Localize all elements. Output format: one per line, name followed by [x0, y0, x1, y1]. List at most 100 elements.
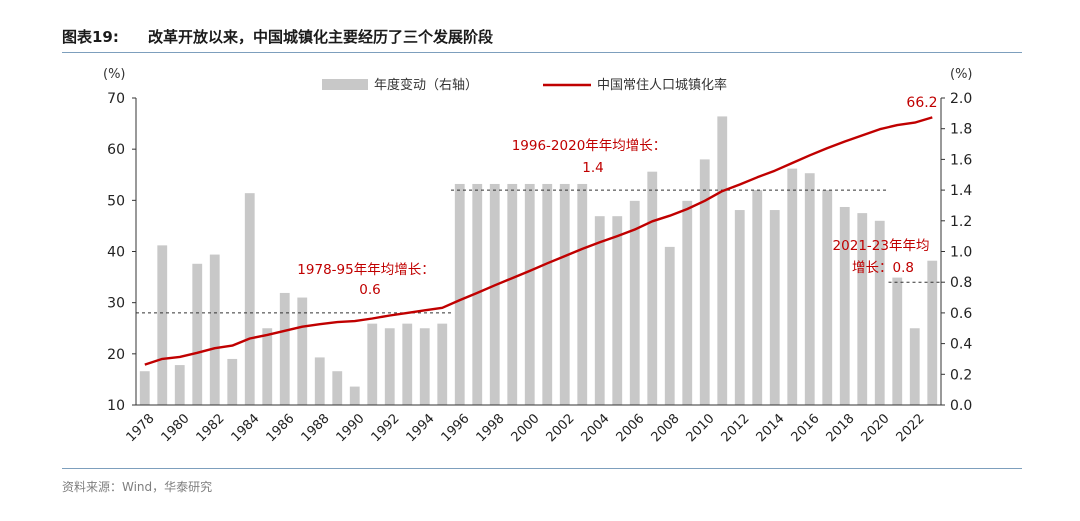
bar-2009 — [682, 200, 693, 405]
x-tick-label: 1996 — [439, 411, 473, 445]
x-tick-label: 1988 — [299, 411, 333, 445]
bar-series — [139, 116, 938, 406]
x-tick-label: 2008 — [649, 411, 683, 445]
bar-2003 — [577, 183, 588, 405]
left-axis-unit: (%) — [103, 67, 126, 82]
bar-1990 — [349, 386, 360, 405]
left-tick-label: 40 — [107, 245, 125, 261]
bar-1995 — [437, 323, 448, 405]
x-tick-label: 2010 — [684, 411, 718, 445]
bar-2020 — [874, 220, 885, 405]
bar-2014 — [769, 210, 780, 405]
x-tick-label: 2006 — [614, 411, 648, 445]
bar-2007 — [647, 171, 658, 405]
bar-2019 — [857, 213, 868, 405]
x-tick-label: 1992 — [369, 411, 403, 445]
x-tick-label: 1994 — [404, 411, 438, 445]
left-tick-label: 30 — [107, 296, 125, 312]
bar-2001 — [542, 183, 553, 405]
left-tick-label: 70 — [107, 91, 125, 107]
phase1-label-line1: 1978-95年年均增长： — [297, 262, 434, 278]
bar-2010 — [699, 159, 710, 405]
bar-2021 — [892, 277, 903, 405]
right-tick-label: 1.0 — [950, 245, 972, 261]
left-tick-label: 10 — [107, 398, 125, 414]
bar-1979 — [157, 245, 168, 405]
bar-2004 — [594, 216, 605, 405]
x-tick-label: 2020 — [859, 411, 893, 445]
phase2-label-line2: 1.4 — [582, 160, 603, 176]
bar-1994 — [419, 328, 430, 405]
phase2-label-line1: 1996-2020年年均增长： — [512, 138, 667, 154]
bar-2002 — [559, 183, 570, 405]
bar-2013 — [752, 190, 763, 405]
bar-1999 — [507, 183, 518, 405]
bar-1993 — [402, 323, 413, 405]
bar-1992 — [384, 328, 395, 405]
bar-1980 — [174, 365, 185, 405]
bar-1984 — [244, 193, 255, 405]
left-tick-label: 60 — [107, 142, 125, 158]
x-tick-label: 1984 — [229, 411, 263, 445]
legend: 年度变动（右轴） 中国常住人口城镇化率 — [322, 77, 727, 93]
source-note: 资料来源：Wind，华泰研究 — [62, 480, 213, 494]
bar-1981 — [192, 263, 203, 405]
bar-2008 — [664, 246, 675, 405]
average-lines — [136, 189, 941, 314]
right-tick-label: 1.4 — [950, 183, 972, 199]
right-tick-label: 1.2 — [950, 214, 972, 230]
bar-2018 — [839, 206, 850, 405]
x-tick-label: 2000 — [509, 411, 543, 445]
phase3-label-line2: 增长：0.8 — [852, 260, 914, 276]
left-tick-label: 50 — [107, 193, 125, 209]
end-value-label: 66.2 — [906, 95, 937, 111]
figure-label: 图表19: — [62, 28, 119, 46]
right-tick-label: 0.0 — [950, 398, 972, 414]
right-axis-unit: (%) — [950, 67, 973, 82]
bar-1987 — [297, 297, 308, 405]
right-tick-label: 1.8 — [950, 122, 972, 138]
bar-2005 — [612, 216, 623, 405]
right-tick-label: 2.0 — [950, 91, 972, 107]
x-tick-label: 1990 — [334, 411, 368, 445]
figure-title: 改革开放以来，中国城镇化主要经历了三个发展阶段 — [148, 28, 494, 46]
right-tick-label: 0.2 — [950, 367, 972, 383]
figure-footer: 资料来源：Wind，华泰研究 — [62, 468, 1022, 494]
bar-1982 — [209, 254, 220, 405]
figure-header: 图表19: 改革开放以来，中国城镇化主要经历了三个发展阶段 — [62, 12, 1022, 53]
left-tick-label: 20 — [107, 347, 125, 363]
bar-2011 — [717, 116, 728, 406]
x-tick-label: 2014 — [754, 411, 788, 445]
x-tick-label: 1978 — [124, 411, 158, 445]
x-tick-label: 2016 — [789, 411, 823, 445]
x-tick-label: 1998 — [474, 411, 508, 445]
legend-bar-swatch — [322, 79, 368, 90]
bar-1989 — [332, 371, 343, 405]
bar-1996 — [454, 183, 465, 405]
bar-2015 — [787, 168, 798, 405]
bar-1988 — [314, 357, 325, 405]
right-tick-label: 0.4 — [950, 337, 972, 353]
legend-bar-label: 年度变动（右轴） — [374, 77, 478, 93]
bar-2023 — [927, 260, 938, 405]
right-tick-label: 1.6 — [950, 152, 972, 168]
right-tick-label: 0.6 — [950, 306, 972, 322]
bar-2000 — [524, 183, 535, 405]
urbanization-rate-line — [144, 116, 933, 366]
bar-2022 — [909, 328, 920, 405]
right-tick-label: 0.8 — [950, 275, 972, 291]
bar-1983 — [227, 358, 238, 405]
legend-line-label: 中国常住人口城镇化率 — [597, 77, 727, 93]
x-tick-label: 2002 — [544, 411, 578, 445]
x-tick-label: 2004 — [579, 411, 613, 445]
x-tick-label: 1982 — [194, 411, 228, 445]
line-series — [144, 116, 933, 366]
bar-2016 — [804, 173, 815, 405]
bar-2006 — [629, 200, 640, 405]
bar-2017 — [822, 190, 833, 405]
x-tick-label: 2012 — [719, 411, 753, 445]
bar-1998 — [489, 183, 500, 405]
annotations: (%) (%) 66.2 1978-95年年均增长： 0.6 1996-2020… — [103, 67, 973, 298]
bar-1978 — [139, 371, 150, 405]
